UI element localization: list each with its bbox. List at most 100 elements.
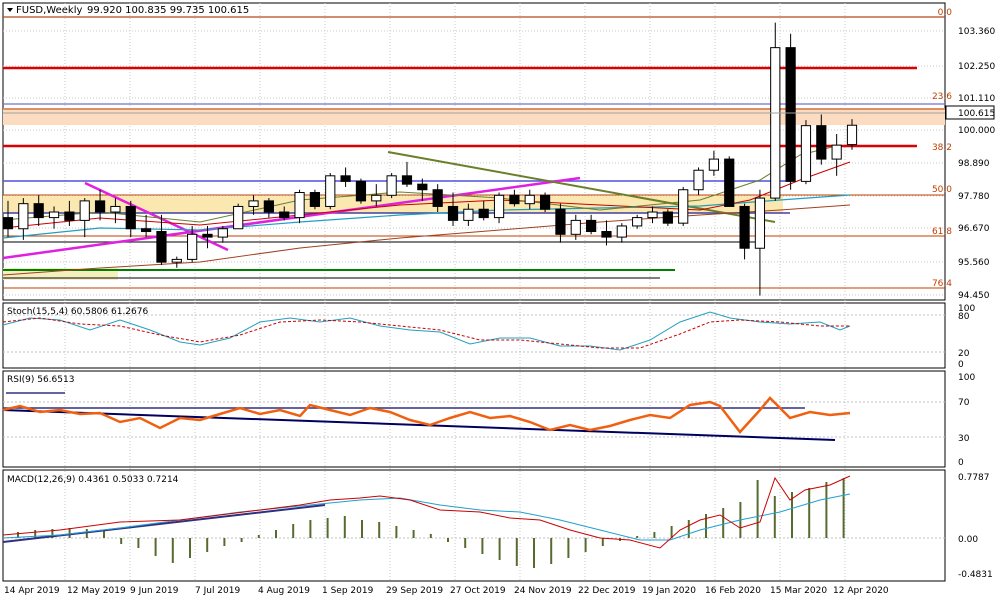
candle xyxy=(770,22,781,201)
price-tick: 98.890 xyxy=(958,159,990,169)
candle xyxy=(386,173,397,199)
stoch-label: Stoch(15,5,4) 60.5806 61.2676 xyxy=(7,307,148,317)
candle xyxy=(754,189,766,296)
candle xyxy=(478,200,489,221)
candle xyxy=(94,189,106,221)
candle xyxy=(2,200,14,238)
rsi-level: 100 xyxy=(958,373,975,383)
rsi-level: 30 xyxy=(958,434,970,444)
candle xyxy=(693,167,704,196)
candle xyxy=(739,203,750,260)
time-tick: 7 Jul 2019 xyxy=(195,586,240,596)
candle xyxy=(632,214,643,229)
price-tick: 100.000 xyxy=(958,126,995,136)
time-tick: 1 Sep 2019 xyxy=(322,586,374,596)
time-tick: 12 Apr 2020 xyxy=(833,586,889,596)
candle xyxy=(309,189,321,210)
fib-labels: 0.0 23.6 38.2 50.0 61.8 76.4 xyxy=(932,8,952,289)
macd-label: MACD(12,26,9) 0.4361 0.5033 0.7214 xyxy=(7,475,179,485)
candle xyxy=(33,195,44,226)
candle xyxy=(202,225,213,249)
chart-header: FUSD,Weekly 99.920 100.835 99.735 100.61… xyxy=(7,5,249,16)
time-tick: 15 Mar 2020 xyxy=(770,586,827,596)
rsi-level: 0 xyxy=(958,458,964,468)
candle xyxy=(785,33,796,190)
stoch-panel: Stoch(15,5,4) 60.5806 61.2676 100 80 20 … xyxy=(2,304,975,370)
price-tick: 102.250 xyxy=(958,62,995,72)
time-tick: 4 Aug 2019 xyxy=(258,586,310,596)
rsi-level: 70 xyxy=(958,398,970,408)
price-tick: 97.780 xyxy=(958,192,990,202)
stoch-level: 80 xyxy=(958,312,970,322)
candle xyxy=(371,184,382,207)
macd-panel-frame xyxy=(2,469,946,582)
candle xyxy=(601,220,612,246)
rsi-panel: RSI(9) 56.6513 100 70 30 0 xyxy=(2,373,975,468)
rsi-label: RSI(9) 56.6513 xyxy=(7,375,74,385)
candle xyxy=(125,200,136,238)
candle xyxy=(586,214,597,235)
candle xyxy=(570,214,581,240)
candle xyxy=(539,192,551,213)
stoch-level: 100 xyxy=(958,304,975,314)
time-tick: 12 May 2019 xyxy=(67,586,126,596)
candle xyxy=(187,225,198,263)
candle xyxy=(294,189,305,224)
candle xyxy=(279,206,290,221)
candle xyxy=(18,198,29,240)
time-axis: 14 Apr 2019 12 May 2019 9 Jun 2019 7 Jul… xyxy=(4,586,889,596)
stoch-panel-frame xyxy=(2,302,946,369)
time-tick: 16 Feb 2020 xyxy=(705,586,761,596)
candle xyxy=(417,178,428,201)
fib-label: 50.0 xyxy=(932,185,952,195)
candle xyxy=(463,203,474,226)
candle xyxy=(340,167,351,187)
price-tick: 96.670 xyxy=(958,224,990,234)
candle xyxy=(708,150,719,176)
candle xyxy=(248,195,259,215)
candle xyxy=(48,206,60,229)
candle xyxy=(616,223,627,243)
candle xyxy=(355,178,367,204)
fib-label: 76.4 xyxy=(932,279,952,289)
candle xyxy=(325,173,336,210)
candle xyxy=(64,200,75,226)
rsi-panel-frame xyxy=(2,370,946,468)
candle xyxy=(831,134,842,176)
candle xyxy=(678,186,689,226)
time-tick: 19 Jan 2020 xyxy=(642,586,696,596)
candle xyxy=(447,192,459,226)
macd-panel: MACD(12,26,9) 0.4361 0.5033 0.7214 0.778… xyxy=(2,473,993,580)
price-tick: 101.110 xyxy=(958,94,995,104)
time-tick: 9 Jun 2019 xyxy=(130,586,179,596)
candle xyxy=(156,214,167,265)
time-tick: 14 Apr 2019 xyxy=(4,586,60,596)
price-axis: 103.360 102.250 101.110 100.000 98.890 9… xyxy=(945,27,995,301)
grid xyxy=(3,3,945,581)
candle xyxy=(509,189,520,207)
ohlc-label: 99.920 100.835 99.735 100.615 xyxy=(87,5,249,16)
fib-label: 23.6 xyxy=(932,92,952,102)
fib-label: 0.0 xyxy=(938,8,953,18)
fib-label: 38.2 xyxy=(932,143,952,153)
candle xyxy=(401,161,413,187)
trend-lines xyxy=(2,151,776,260)
price-tick: 103.360 xyxy=(958,27,995,37)
candle xyxy=(524,189,535,210)
supply-zone xyxy=(3,108,945,125)
time-tick: 24 Nov 2019 xyxy=(514,586,572,596)
candle xyxy=(233,203,244,230)
candle xyxy=(141,214,152,238)
macd-level: 0.7787 xyxy=(958,473,990,483)
candles xyxy=(2,22,858,296)
stoch-level: 0 xyxy=(958,360,964,370)
price-tick: 95.560 xyxy=(958,258,990,268)
fib-label: 61.8 xyxy=(932,227,952,237)
symbol-label: FUSD,Weekly xyxy=(16,5,82,16)
candle xyxy=(816,114,827,165)
candle xyxy=(217,225,228,243)
candle xyxy=(800,120,812,185)
price-tick: 94.450 xyxy=(958,291,990,301)
